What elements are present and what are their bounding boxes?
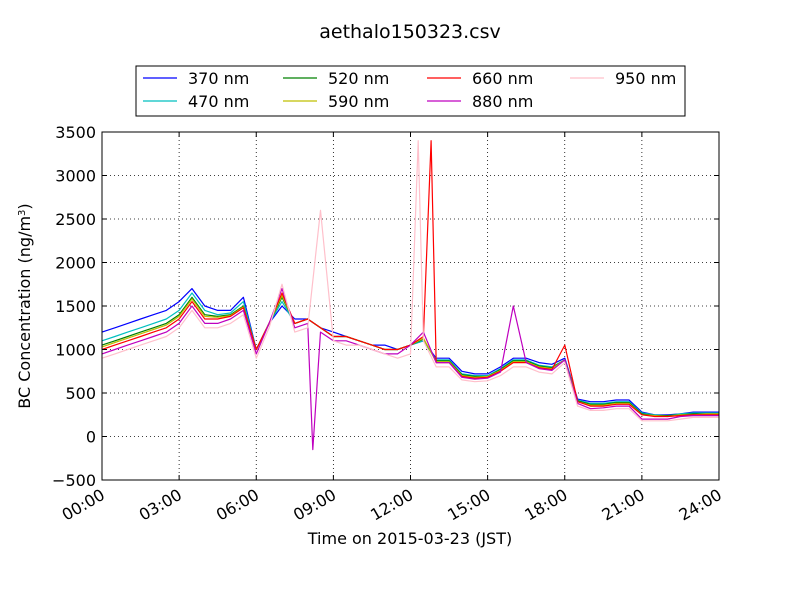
legend-item: 370 nm [143, 69, 249, 88]
y-tick-label: 2500 [55, 210, 96, 229]
y-tick-label: 1000 [55, 341, 96, 360]
y-axis-label-close: ) [15, 203, 34, 209]
x-axis-label: Time on 2015-03-23 (JST) [307, 529, 512, 548]
y-tick-label: 2000 [55, 254, 96, 273]
y-axis-label-main: BC Concentration (ng/m [15, 216, 34, 409]
y-tick-label: 1500 [55, 297, 96, 316]
legend-item: 520 nm [283, 69, 389, 88]
y-axis-label-sup: 3 [17, 210, 28, 216]
y-tick-label: 3000 [55, 167, 96, 186]
legend-label: 370 nm [188, 69, 249, 88]
legend-label: 520 nm [328, 69, 389, 88]
y-tick-label: −500 [52, 471, 96, 490]
legend-label: 470 nm [188, 92, 249, 111]
series-line-660-nm [101, 140, 719, 418]
legend-label: 660 nm [472, 69, 533, 88]
legend-item: 590 nm [283, 92, 389, 111]
legend-item: 880 nm [427, 92, 533, 111]
legend-item: 950 nm [570, 69, 676, 88]
legend-label: 950 nm [615, 69, 676, 88]
plot-area [101, 131, 720, 481]
legend-label: 590 nm [328, 92, 389, 111]
series-line-950-nm [101, 140, 719, 422]
y-tick-label: 0 [86, 428, 96, 447]
y-tick-label: 3500 [55, 123, 96, 142]
legend-box [135, 65, 686, 117]
legend: 370 nm 470 nm 520 nm 590 nm 660 nm 880 nm 950 … [135, 65, 686, 117]
series-line-880-nm [101, 288, 719, 451]
legend-item: 470 nm [143, 92, 249, 111]
chart-title: aethalo150323.csv [319, 21, 501, 43]
legend-item: 660 nm [427, 69, 533, 88]
y-tick-labels: −500 0 500 1000 1500 2000 2500 3000 3500 [52, 123, 96, 490]
tick-layer [101, 131, 720, 481]
legend-label: 880 nm [472, 92, 533, 111]
series-layer [101, 140, 719, 451]
y-axis-label: BC Concentration (ng/m3) [15, 203, 34, 408]
y-tick-label: 500 [65, 384, 96, 403]
